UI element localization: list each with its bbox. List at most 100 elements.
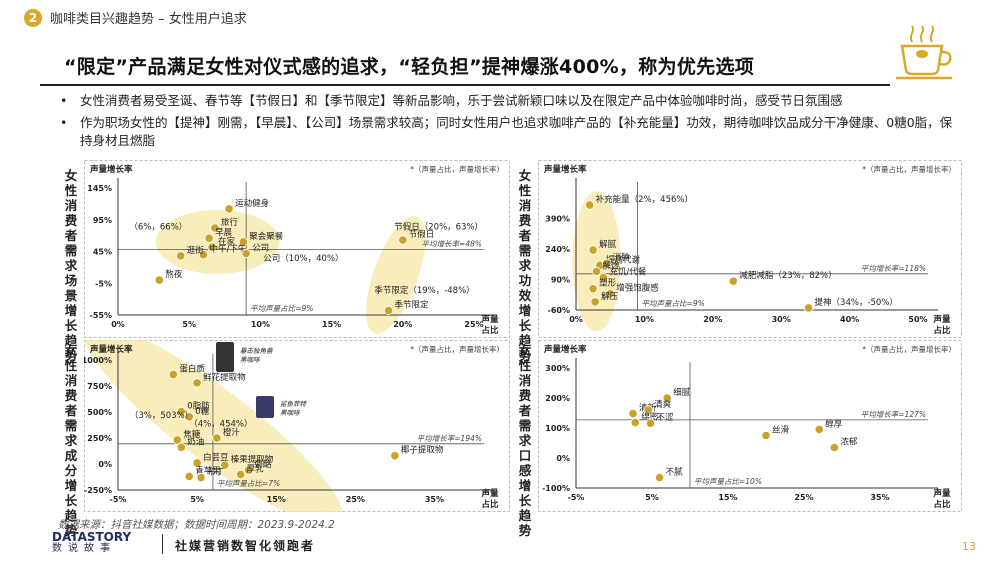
side-label-taste: 女性消费者需求口感增长趋势 [518, 343, 532, 538]
avg-y-label: 平均增长率=194% [417, 434, 482, 443]
data-point [176, 442, 186, 452]
slogan: 社媒营销数智化领跑者 [175, 539, 316, 553]
data-point [184, 471, 194, 482]
point-label: 减肥减脂（23%，82%） [739, 270, 836, 281]
x-axis-label: 占比 [933, 325, 951, 336]
point-label: 不腻 [666, 468, 684, 478]
x-tick-label: 30% [772, 315, 791, 324]
point-label: 厚乳 [247, 463, 265, 474]
avg-x-label: 平均声量占比=9% [250, 304, 313, 313]
point-label: 0脂肪 [187, 401, 210, 412]
footer-divider [162, 534, 163, 554]
point-label: 浓郁 [840, 437, 858, 448]
page-title: “限定”产品满足女性对仪式感的追求，“轻负担”提神爆涨400%，称为优先选项 [64, 56, 755, 78]
y-tick-label: -100% [542, 484, 570, 493]
section-number-badge: 2 [24, 8, 42, 27]
avg-x-label: 平均声量占比=7% [217, 479, 280, 488]
x-axis-label: 占比 [933, 499, 951, 510]
point-annotation: （3%，503%） [130, 410, 193, 421]
y-tick-label: 0% [98, 460, 112, 469]
x-tick-label: 0% [569, 315, 583, 324]
chart-note: *（声量占比，声量增长率） [410, 344, 504, 354]
title-underline [40, 84, 890, 86]
point-annotation: 节假日（20%，63%） [394, 221, 483, 232]
side-label-scene: 女性消费者需求场景增长趋势 [64, 168, 78, 363]
scene-scatter-chart: 平均声量占比=9% 平均增长率=48% 0% 5% 10% 15% 20% 25% 145% 95… [84, 160, 510, 338]
product-note: 鲨鱼菲特 [280, 400, 308, 408]
point-label: 提高代谢 [606, 254, 641, 265]
point-label: 提神（34%，-50%） [815, 297, 898, 308]
x-tick-label: 15% [718, 493, 737, 502]
point-label: 白芸豆 [203, 452, 229, 463]
data-point [192, 458, 202, 468]
section-header: 2 咖啡类目兴趣趋势 – 女性用户追求 [24, 8, 247, 27]
data-point [210, 223, 220, 233]
data-point [803, 303, 814, 313]
data-point [236, 469, 246, 479]
data-point [398, 235, 408, 245]
y-axis-label: 声量增长率 [89, 164, 133, 175]
avg-x-label: 平均声量占比=10% [694, 477, 762, 486]
x-tick-label: 25% [794, 493, 813, 502]
point-label: 椰子提取物 [401, 445, 444, 456]
y-tick-label: -250% [84, 486, 112, 495]
x-axis-label: 声量 [480, 488, 499, 499]
x-tick-label: 0% [111, 320, 125, 329]
y-tick-label: 200% [545, 394, 570, 403]
point-label: 奶油 [187, 436, 204, 447]
page-number: 13 [962, 540, 976, 553]
data-point [643, 405, 653, 415]
data-point [196, 472, 206, 483]
chart-note: *（声量占比，声量增长率） [862, 164, 956, 174]
product-note: 黑咖啡 [240, 356, 261, 364]
point-label: 细腻 [673, 387, 691, 398]
point-label: 布丁 [207, 467, 224, 478]
data-point [154, 275, 164, 285]
x-tick-label: 35% [870, 493, 889, 502]
point-label: 增强饱腹感 [616, 283, 659, 294]
logo-subtext: 数说故事 [52, 543, 116, 554]
data-point [814, 424, 824, 435]
avg-y-label: 平均增长率=118% [861, 264, 926, 273]
x-tick-label: 25% [464, 320, 483, 329]
data-point [243, 465, 254, 475]
y-tick-label: 240% [545, 245, 570, 254]
data-point [590, 297, 600, 307]
y-tick-label: 145% [87, 184, 112, 193]
ingredient-scatter-chart: 平均声量占比=7% 平均增长率=194% -5% 5% 15% 25% 35% 1000% 75… [84, 340, 510, 512]
point-annotation: 公司（10%，40%） [263, 253, 343, 264]
point-label: 0糖 [195, 406, 209, 417]
avg-y-label: 平均增长率=127% [861, 410, 926, 419]
point-label: 绵密 [641, 412, 659, 423]
effect-scatter-chart: 平均声量占比=9% 平均增长率=118% 0% 10% 20% 30% 40% 50% 390%… [538, 160, 962, 338]
data-point [829, 442, 839, 453]
breadcrumb: 咖啡类目兴趣趋势 – 女性用户追求 [50, 12, 247, 27]
x-tick-label: 5% [645, 493, 659, 502]
data-point [204, 233, 214, 243]
data-point [628, 409, 638, 419]
x-tick-label: -5% [568, 493, 585, 502]
data-point [602, 258, 612, 268]
point-label: 青苹果 [195, 465, 221, 476]
point-label: 榛果提取物 [231, 454, 274, 465]
data-point [655, 472, 665, 483]
point-label: 补充能量（2%，456%） [596, 194, 693, 205]
x-axis-label: 声量 [932, 488, 951, 499]
y-tick-label: 90% [551, 276, 570, 285]
side-label-ingredient: 女性消费者需求成分增长趋势 [64, 343, 78, 538]
chart-frame [84, 160, 510, 338]
y-axis-label: 声量增长率 [543, 344, 587, 355]
point-label: 中午/下午 [209, 244, 246, 255]
x-tick-label: -5% [110, 495, 127, 504]
product-image-2 [256, 396, 274, 418]
point-label: 聚会聚餐 [249, 231, 284, 242]
company-logo: DATASTORY 数说故事 [52, 531, 131, 555]
x-axis-label: 声量 [480, 314, 499, 325]
data-point [598, 272, 608, 283]
product-image-1 [216, 342, 234, 372]
x-tick-label: 5% [190, 495, 204, 504]
data-point [761, 430, 771, 441]
highlight-zone [155, 209, 280, 274]
x-tick-label: 15% [267, 495, 286, 504]
point-label: 奶酪 [255, 459, 273, 470]
